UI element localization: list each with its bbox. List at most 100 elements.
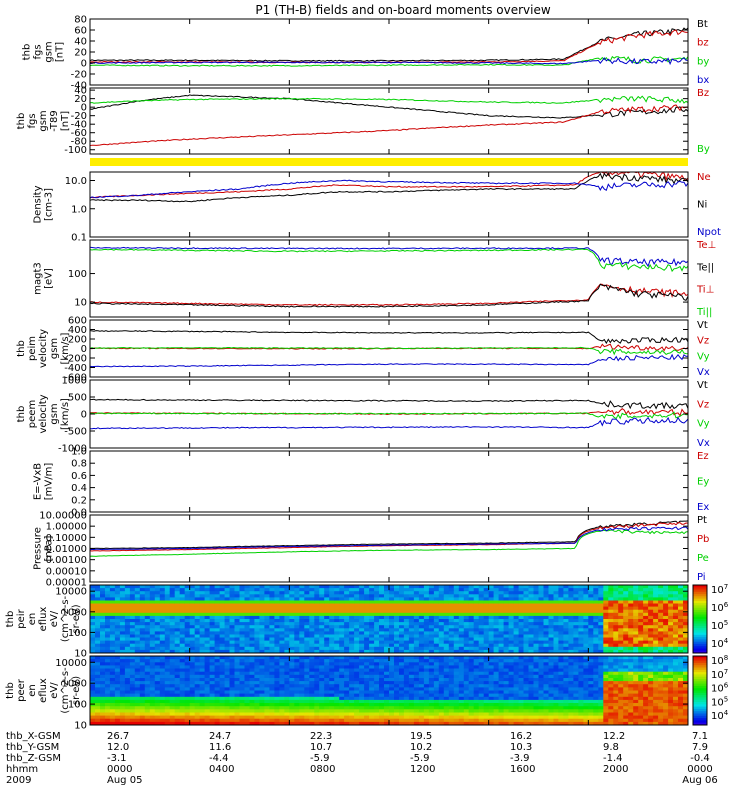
heatmap-cell: [219, 640, 225, 645]
heatmap-cell: [90, 659, 96, 663]
heatmap-cell: [269, 631, 275, 635]
heatmap-cell: [423, 718, 430, 723]
heatmap-cell: [443, 609, 450, 614]
heatmap-cell: [184, 690, 191, 694]
heatmap-cell: [638, 588, 644, 592]
heatmap-cell: [418, 687, 425, 691]
heatmap-cell: [354, 631, 360, 635]
heatmap-cell: [423, 671, 430, 676]
heatmap-cell: [159, 640, 166, 645]
heatmap-cell: [374, 671, 380, 676]
heatmap-cell: [413, 690, 420, 694]
heatmap-cell: [269, 649, 275, 654]
heatmap-cell: [329, 597, 335, 601]
heatmap-cell: [379, 643, 385, 648]
heatmap-cell: [443, 588, 450, 592]
heatmap-cell: [124, 640, 131, 645]
heatmap-cell: [438, 706, 445, 710]
heatmap-cell: [179, 718, 186, 723]
heatmap-cell: [468, 687, 475, 691]
heatmap-cell: [533, 588, 539, 592]
heatmap-cell: [468, 715, 475, 720]
heatmap-cell: [114, 606, 121, 611]
heatmap-cell: [354, 609, 360, 614]
heatmap-cell: [284, 606, 290, 611]
heatmap-cell: [433, 640, 440, 645]
heatmap-cell: [274, 665, 280, 669]
heatmap-cell: [204, 625, 210, 629]
heatmap-cell: [179, 712, 186, 716]
heatmap-cell: [638, 625, 644, 629]
y-axis-label: thb: [5, 611, 16, 628]
heatmap-cell: [613, 640, 619, 645]
heatmap-cell: [528, 625, 534, 629]
heatmap-cell: [164, 591, 171, 595]
heatmap-cell: [448, 684, 455, 688]
heatmap-cell: [144, 696, 151, 701]
heatmap-cell: [374, 668, 380, 672]
heatmap-cell: [199, 671, 205, 676]
heatmap-cell: [319, 603, 325, 607]
series-line-Te: [89, 283, 689, 306]
heatmap-cell: [224, 588, 230, 592]
heatmap-cell: [513, 656, 519, 660]
heatmap-cell: [423, 662, 430, 666]
heatmap-cell: [124, 684, 131, 688]
heatmap-cell: [613, 634, 619, 638]
heatmap-cell: [184, 612, 191, 617]
heatmap-cell: [518, 662, 524, 666]
heatmap-cell: [408, 696, 415, 701]
heatmap-cell: [658, 609, 664, 614]
heatmap-cell: [443, 656, 450, 660]
heatmap-cell: [149, 678, 156, 682]
heatmap-cell: [613, 585, 619, 589]
heatmap-cell: [438, 634, 445, 638]
heatmap-cell: [90, 594, 96, 598]
heatmap-cell: [448, 699, 455, 704]
heatmap-cell: [100, 631, 106, 635]
heatmap-cell: [279, 696, 285, 701]
heatmap-cell: [144, 625, 151, 629]
heatmap-cell: [189, 591, 196, 595]
heatmap-cell: [498, 712, 504, 716]
heatmap-cell: [309, 646, 315, 651]
heatmap-cell: [468, 597, 475, 601]
heatmap-cell: [194, 619, 201, 623]
heatmap-cell: [513, 634, 519, 638]
heatmap-cell: [673, 628, 679, 632]
heatmap-cell: [279, 656, 285, 660]
heatmap-cell: [413, 634, 420, 638]
heatmap-cell: [488, 628, 495, 632]
y-tick-label: -40: [71, 81, 87, 92]
heatmap-cell: [428, 588, 435, 592]
heatmap-cell: [443, 671, 450, 676]
heatmap-cell: [364, 662, 370, 666]
heatmap-cell: [603, 628, 609, 632]
heatmap-cell: [239, 612, 245, 617]
heatmap-cell: [199, 678, 205, 682]
heatmap-cell: [229, 671, 235, 676]
heatmap-cell: [184, 637, 191, 641]
heatmap-cell: [229, 712, 235, 716]
heatmap-cell: [100, 603, 106, 607]
heatmap-cell: [189, 656, 196, 660]
heatmap-cell: [139, 643, 146, 648]
heatmap-cell: [588, 628, 594, 632]
heatmap-cell: [154, 606, 161, 611]
heatmap-cell: [314, 665, 320, 669]
heatmap-cell: [139, 591, 146, 595]
heatmap-cell: [204, 628, 210, 632]
heatmap-cell: [628, 622, 634, 626]
heatmap-cell: [423, 703, 430, 707]
heatmap-cell: [124, 597, 131, 601]
heatmap-cell: [374, 615, 380, 620]
heatmap-cell: [100, 671, 106, 676]
heatmap-cell: [259, 668, 265, 672]
heatmap-cell: [488, 687, 495, 691]
heatmap-cell: [134, 640, 141, 645]
heatmap-cell: [214, 681, 220, 685]
heatmap-cell: [184, 659, 191, 663]
heatmap-cell: [369, 625, 375, 629]
heatmap-cell: [528, 585, 534, 589]
heatmap-cell: [279, 591, 285, 595]
